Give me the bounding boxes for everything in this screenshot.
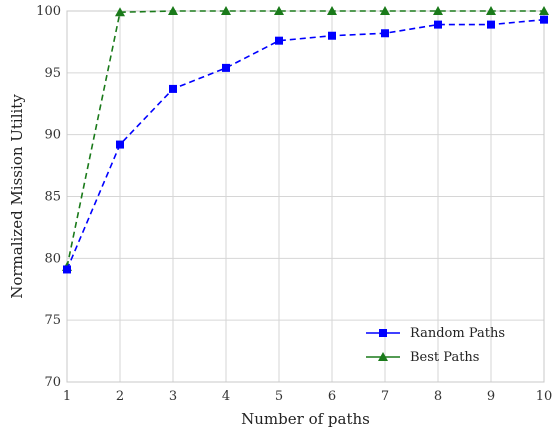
data-point — [116, 140, 124, 149]
series-layer — [62, 6, 549, 274]
series-line — [66, 10, 544, 268]
series-line — [66, 18, 545, 270]
data-point — [434, 20, 442, 29]
y-tick-label: 85 — [44, 190, 61, 205]
x-tick-label: 3 — [169, 389, 177, 404]
data-point — [380, 6, 390, 15]
y-tick-label: 70 — [44, 375, 61, 390]
data-point — [486, 6, 496, 15]
y-tick-label: 95 — [44, 66, 61, 81]
legend: Random Paths Best Paths — [366, 326, 505, 365]
data-point — [169, 84, 177, 93]
x-tick-label: 8 — [434, 389, 442, 404]
series-1 — [62, 6, 549, 271]
x-axis-ticks: 1 2 3 4 5 6 7 8 9 10 — [63, 389, 552, 404]
y-tick-label: 90 — [44, 128, 61, 143]
y-tick-label: 80 — [44, 251, 61, 266]
data-point — [221, 6, 231, 15]
legend-item: Best Paths — [366, 350, 479, 365]
legend-marker — [378, 352, 388, 361]
data-point — [433, 6, 443, 15]
x-tick-label: 5 — [275, 389, 283, 404]
data-point — [168, 6, 178, 15]
legend-label: Random Paths — [410, 326, 505, 341]
data-point — [540, 15, 548, 24]
data-point — [115, 7, 125, 17]
x-tick-label: 2 — [116, 389, 124, 404]
data-point — [274, 6, 284, 15]
x-tick-label: 1 — [63, 389, 71, 404]
data-point — [328, 31, 336, 40]
legend-item: Random Paths — [366, 326, 505, 341]
legend-marker — [379, 329, 387, 337]
x-axis-label: Number of paths — [241, 410, 370, 428]
data-point — [275, 36, 283, 45]
x-tick-label: 9 — [487, 389, 495, 404]
y-tick-label: 100 — [36, 4, 61, 19]
x-tick-label: 6 — [328, 389, 336, 404]
y-axis-label: Normalized Mission Utility — [8, 94, 26, 299]
legend-label: Best Paths — [410, 350, 479, 365]
data-point — [539, 6, 549, 15]
data-point — [327, 6, 337, 15]
data-point — [63, 265, 71, 274]
data-point — [222, 63, 230, 72]
x-tick-label: 4 — [222, 389, 230, 404]
y-axis-ticks: 70 75 80 85 90 95 100 — [36, 4, 61, 390]
series-0 — [63, 15, 548, 274]
y-tick-label: 75 — [44, 313, 61, 328]
x-tick-label: 10 — [536, 389, 553, 404]
data-point — [487, 20, 495, 29]
data-point — [381, 29, 389, 38]
x-tick-label: 7 — [381, 389, 389, 404]
